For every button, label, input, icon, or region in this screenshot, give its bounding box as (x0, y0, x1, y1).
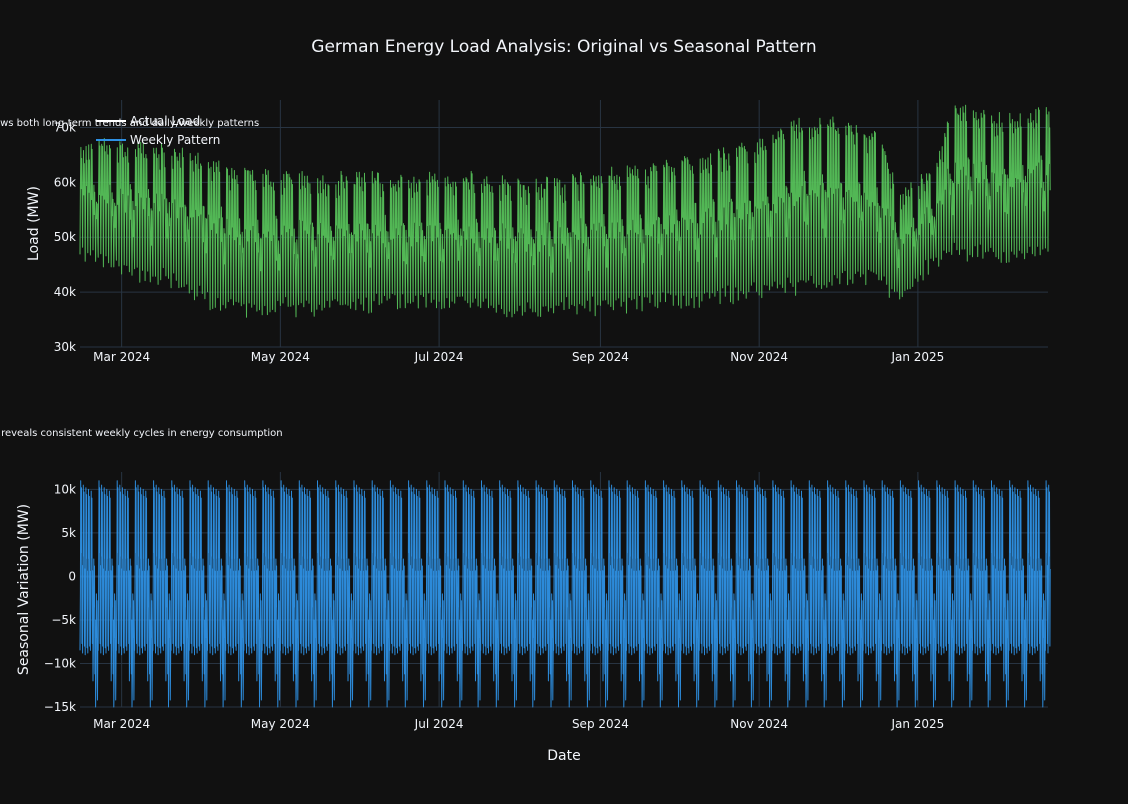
chart-title: German Energy Load Analysis: Original vs… (311, 37, 816, 57)
y-tick-label: −15k (44, 700, 76, 714)
x-tick-label: Jan 2025 (890, 350, 944, 364)
y-tick-label: −5k (51, 613, 76, 627)
y-tick-label: 10k (54, 482, 76, 496)
y-axis-label: Seasonal Variation (MW) (16, 504, 32, 675)
subplot-subtitle: t reveals consistent weekly cycles in en… (0, 428, 283, 439)
x-tick-label: Jan 2025 (890, 717, 944, 731)
series-line-weekly-pattern (79, 480, 1051, 708)
y-tick-label: 70k (54, 120, 76, 134)
x-tick-label: May 2024 (251, 350, 310, 364)
x-tick-label: Jul 2024 (414, 717, 464, 731)
x-tick-label: Mar 2024 (93, 350, 150, 364)
x-tick-label: Nov 2024 (730, 350, 788, 364)
x-tick-label: May 2024 (251, 717, 310, 731)
x-tick-label: Jul 2024 (414, 350, 464, 364)
y-axis-label: Load (MW) (26, 186, 42, 261)
legend-label-weekly-pattern: Weekly Pattern (130, 133, 220, 147)
subplot-subtitle: ows both long-term trends and daily/week… (0, 118, 259, 129)
y-tick-label: 50k (54, 230, 76, 244)
y-tick-label: 30k (54, 340, 76, 354)
x-tick-label: Nov 2024 (730, 717, 788, 731)
y-tick-label: 0 (68, 569, 76, 583)
y-tick-label: 40k (54, 285, 76, 299)
x-tick-label: Sep 2024 (572, 717, 629, 731)
y-tick-label: 5k (61, 526, 76, 540)
y-tick-label: 60k (54, 175, 76, 189)
x-tick-label: Sep 2024 (572, 350, 629, 364)
y-tick-label: −10k (44, 656, 76, 670)
x-axis-label: Date (547, 748, 580, 764)
legend-label-actual-load: Actual Load (130, 114, 200, 128)
series-line-actual-load (79, 104, 1051, 318)
x-tick-label: Mar 2024 (93, 717, 150, 731)
